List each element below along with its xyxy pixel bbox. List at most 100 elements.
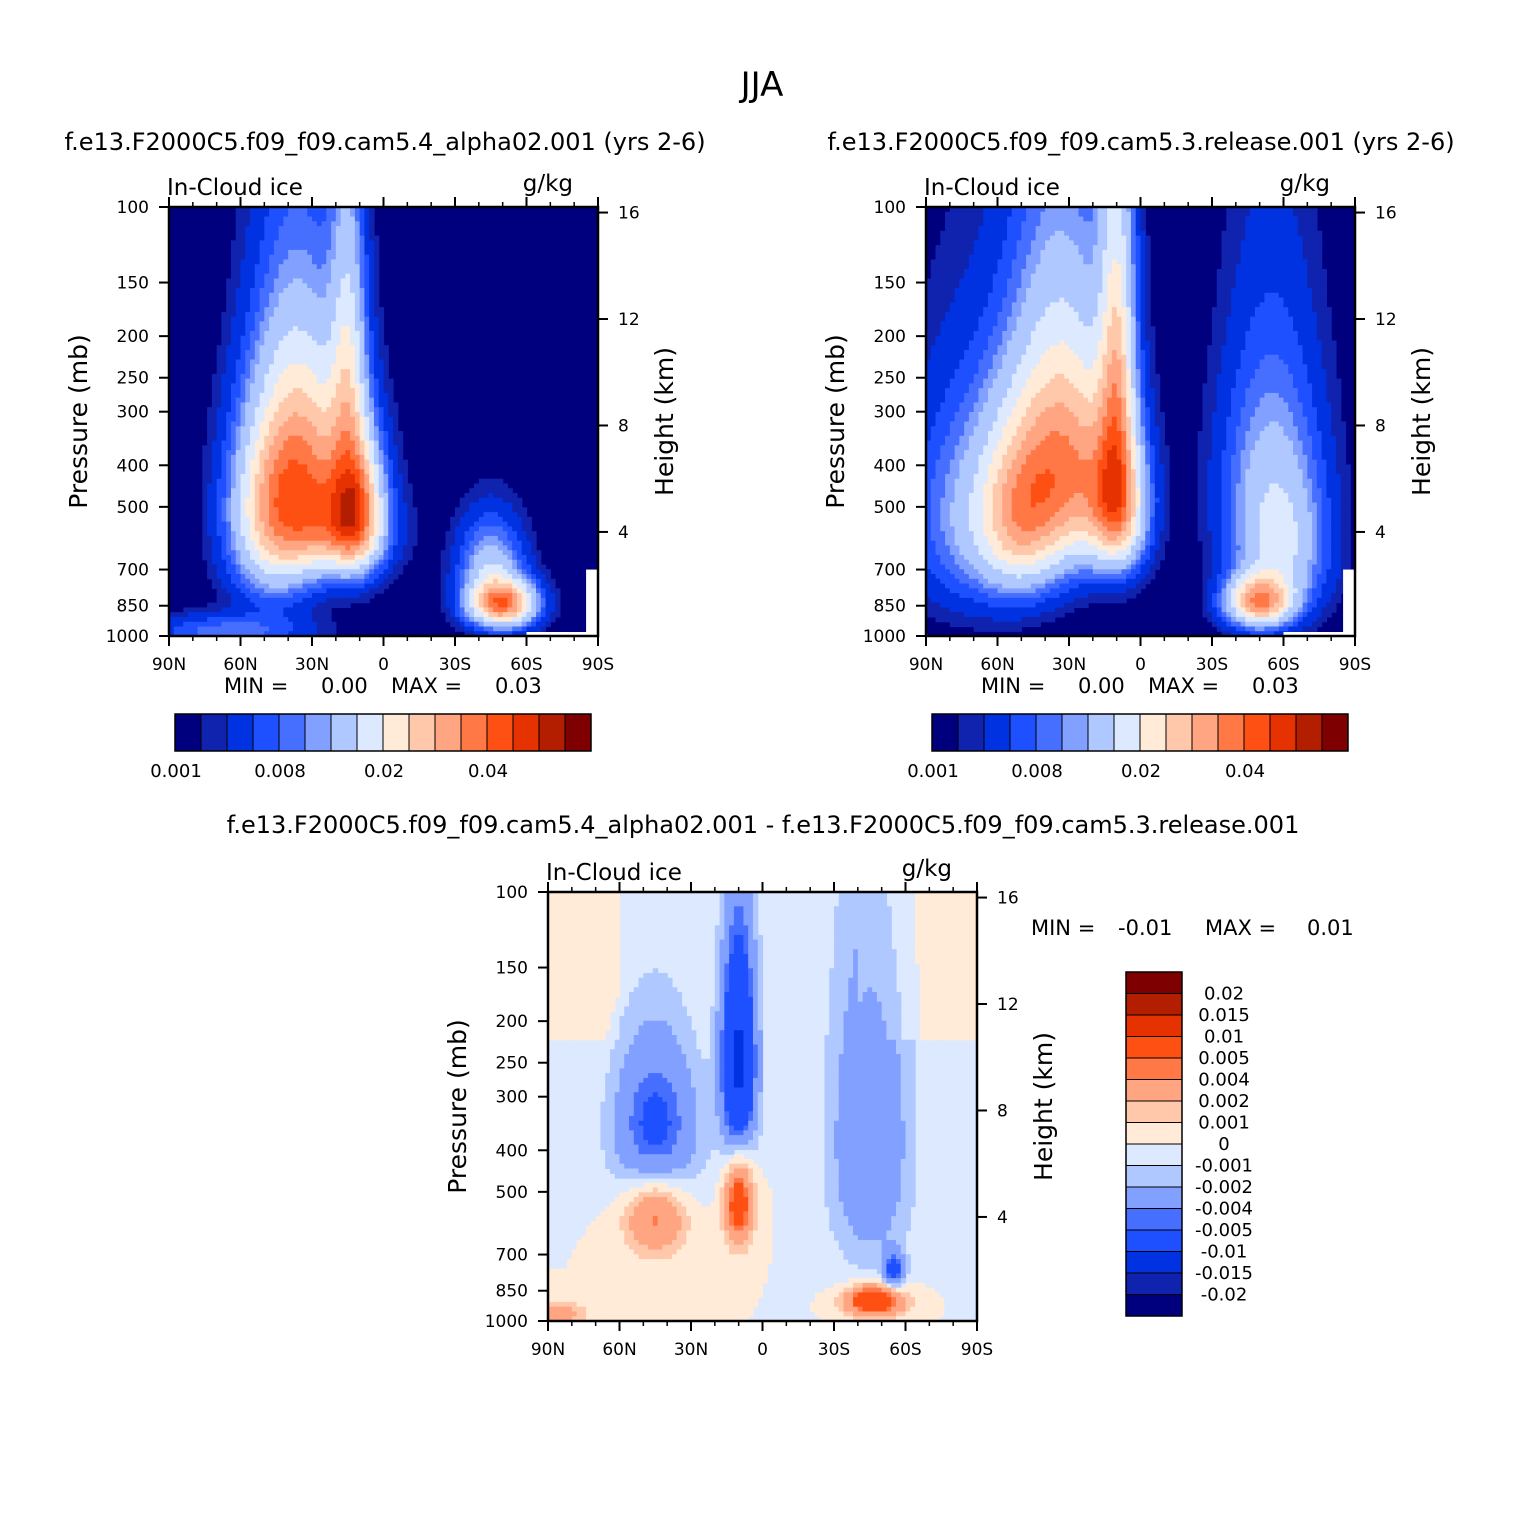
contour-cell	[326, 340, 332, 346]
contour-cell	[312, 311, 318, 318]
contour-cell	[283, 483, 289, 489]
contour-cell	[964, 297, 970, 303]
contour-cell	[316, 626, 323, 632]
contour-cell	[254, 278, 261, 284]
contour-cell	[335, 516, 342, 523]
contour-cell	[469, 597, 475, 604]
contour-cell	[964, 350, 970, 356]
contour-cell	[250, 497, 256, 504]
contour-cell	[968, 326, 975, 332]
contour-cell	[973, 445, 980, 451]
contour-cell	[954, 326, 960, 332]
contour-cell	[288, 450, 294, 456]
contour-cell	[230, 249, 237, 256]
contour-cell	[521, 521, 528, 527]
contour-cell	[278, 407, 284, 413]
contour-cell	[264, 259, 270, 265]
contour-cell	[216, 540, 223, 547]
contour-cell	[216, 483, 223, 489]
contour-cell	[211, 607, 218, 613]
contour-cell	[359, 264, 366, 270]
contour-cell	[340, 559, 346, 566]
contour-cell	[278, 588, 284, 594]
contour-cell	[230, 273, 237, 280]
contour-cell	[312, 550, 318, 556]
contour-cell	[302, 564, 308, 570]
contour-cell	[512, 616, 518, 623]
contour-cell	[926, 392, 932, 399]
contour-cell	[326, 335, 332, 342]
contour-cell	[254, 297, 261, 303]
contour-cell	[373, 411, 380, 418]
contour-cell	[930, 273, 937, 280]
contour-cell	[949, 307, 956, 313]
colorbar-label: 0.008	[254, 761, 306, 782]
contour-cell	[954, 550, 960, 556]
contour-cell	[964, 268, 970, 275]
contour-cell	[954, 321, 960, 327]
contour-cell	[340, 211, 346, 218]
min-value: 0.00	[321, 674, 368, 698]
contour-cell	[221, 454, 227, 461]
contour-cell	[340, 216, 346, 222]
contour-cell	[321, 569, 327, 575]
contour-cell	[964, 235, 970, 241]
contour-cell	[526, 597, 532, 604]
contour-cell	[364, 345, 370, 351]
contour-cell	[949, 278, 956, 284]
contour-cell	[331, 340, 337, 346]
contour-cell	[269, 335, 275, 342]
contour-cell	[388, 488, 394, 494]
contour-cell	[273, 397, 280, 404]
contour-cell	[350, 254, 356, 261]
contour-cell	[307, 502, 313, 508]
contour-cell	[469, 564, 475, 570]
contour-cell	[250, 574, 256, 580]
contour-cell	[307, 550, 313, 556]
contour-cell	[531, 626, 537, 632]
contour-cell	[245, 435, 251, 442]
contour-cell	[393, 545, 399, 551]
contour-cell	[968, 540, 975, 547]
contour-cell	[312, 392, 318, 399]
contour-cell	[340, 583, 346, 589]
contour-cell	[335, 469, 342, 475]
contour-cell	[269, 249, 275, 256]
contour-cell	[964, 416, 970, 423]
contour-cell	[373, 459, 380, 465]
contour-cell	[226, 473, 232, 480]
contour-cell	[292, 459, 299, 465]
contour-cell	[397, 535, 404, 542]
contour-cell	[474, 626, 480, 632]
contour-cell	[397, 493, 404, 499]
contour-cell	[388, 469, 394, 475]
contour-cell	[512, 597, 518, 604]
contour-cell	[407, 550, 413, 556]
contour-cell	[278, 559, 284, 566]
contour-cell	[340, 311, 346, 318]
contour-cell	[197, 631, 203, 637]
contour-cell	[340, 469, 346, 475]
contour-cell	[359, 407, 366, 413]
contour-cell	[373, 531, 380, 537]
contour-cell	[226, 626, 232, 632]
contour-cell	[326, 578, 332, 585]
contour-cell	[321, 350, 327, 356]
contour-cell	[254, 516, 261, 523]
contour-cell	[245, 383, 251, 389]
contour-cell	[331, 345, 337, 351]
contour-cell	[497, 478, 504, 485]
contour-cell	[226, 402, 232, 408]
contour-cell	[302, 249, 308, 256]
contour-cell	[245, 602, 251, 608]
contour-cell	[254, 631, 261, 637]
contour-cell	[930, 526, 937, 532]
contour-cell	[173, 616, 180, 623]
contour-cell	[555, 593, 561, 599]
contour-cell	[474, 493, 480, 499]
contour-cell	[930, 383, 937, 389]
contour-cell	[316, 483, 323, 489]
contour-cell	[245, 364, 251, 370]
contour-cell	[226, 283, 232, 289]
contour-cell	[259, 326, 265, 332]
